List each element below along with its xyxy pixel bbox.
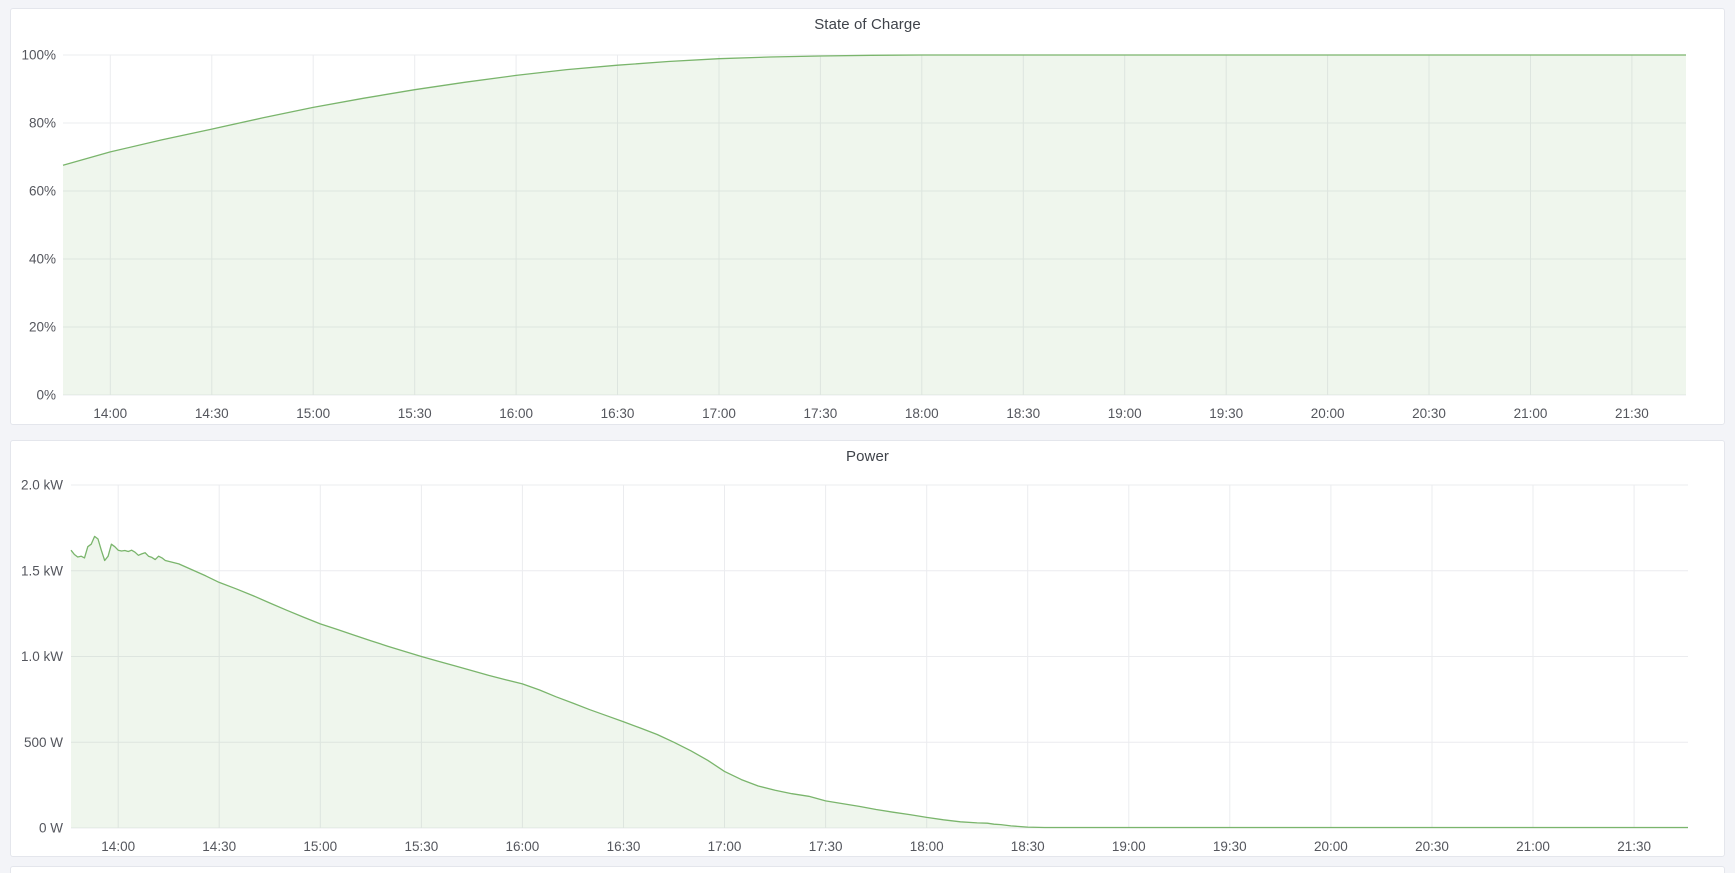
panel-title-power: Power [845, 448, 890, 465]
y-axis-tick-label: 0% [36, 388, 56, 403]
state-of-charge-chart[interactable]: 0% 20% 40% 60% 80% 100% 14:00 14:30 15:00 15:30 16… [11, 9, 1726, 426]
x-axis-tick-label: 21:00 [1516, 839, 1550, 854]
power-area [71, 536, 1688, 828]
x-axis-tick-label: 15:00 [296, 406, 330, 421]
x-axis-tick-label: 21:30 [1617, 839, 1651, 854]
x-axis-tick-label: 20:30 [1412, 406, 1446, 421]
x-axis-tick-label: 15:00 [303, 839, 337, 854]
x-axis-tick-label: 17:30 [804, 406, 838, 421]
x-axis-tick-label: 18:30 [1011, 839, 1045, 854]
x-axis-tick-label: 19:30 [1209, 406, 1243, 421]
x-axis-tick-label: 19:00 [1108, 406, 1142, 421]
state-of-charge-area [63, 55, 1686, 395]
x-axis-tick-label: 19:00 [1112, 839, 1146, 854]
panel-title-state-of-charge: State of Charge [814, 16, 921, 33]
x-axis-tick-label: 20:00 [1311, 406, 1345, 421]
x-axis-tick-label: 18:30 [1006, 406, 1040, 421]
power-svg: 0 W 500 W 1.0 kW 1.5 kW 2.0 kW 14:00 14:30 15:0… [21, 478, 1688, 854]
x-axis-tick-label: 14:00 [93, 406, 127, 421]
x-axis-tick-label: 15:30 [398, 406, 432, 421]
state-of-charge-svg: 0% 20% 40% 60% 80% 100% 14:00 14:30 15:00 15:30 16… [21, 48, 1686, 421]
y-axis-tick-label: 40% [29, 252, 56, 267]
x-axis-tick-label: 19:30 [1213, 839, 1247, 854]
y-axis-tick-label: 2.0 kW [21, 478, 63, 493]
x-axis-tick-label: 14:00 [101, 839, 135, 854]
y-axis-tick-label: 500 W [24, 735, 63, 750]
panel-state-of-charge: State of Charge 0% 20% 40% 60% 80% 100% 14:00 1… [10, 8, 1725, 425]
x-axis-tick-label: 21:30 [1615, 406, 1649, 421]
y-axis-tick-label: 1.0 kW [21, 649, 63, 664]
x-axis-tick-label: 18:00 [905, 406, 939, 421]
x-axis-tick-label: 17:00 [708, 839, 742, 854]
power-line [70, 535, 1688, 829]
x-axis-tick-label: 17:30 [809, 839, 843, 854]
x-axis-tick-label: 20:00 [1314, 839, 1348, 854]
power-chart[interactable]: 0 W 500 W 1.0 kW 1.5 kW 2.0 kW 14:00 14:30 15:0… [11, 441, 1726, 858]
x-axis-tick-label: 20:30 [1415, 839, 1449, 854]
y-axis-tick-label: 1.5 kW [21, 563, 63, 578]
x-axis-tick-label: 16:30 [601, 406, 635, 421]
panel-power: Power 0 W 500 W 1.0 kW 1.5 kW 2.0 kW 14:00 14:… [10, 440, 1725, 857]
y-axis-tick-label: 100% [21, 48, 56, 63]
x-axis-tick-label: 15:30 [405, 839, 439, 854]
y-axis-tick-label: 80% [29, 116, 56, 131]
x-axis-tick-label: 16:00 [506, 839, 540, 854]
x-axis-tick-label: 21:00 [1514, 406, 1548, 421]
x-axis-tick-label: 14:30 [202, 839, 236, 854]
y-axis-tick-label: 0 W [39, 821, 63, 836]
next-panel-top-edge [10, 866, 1725, 873]
x-axis-tick-label: 14:30 [195, 406, 229, 421]
y-axis-tick-label: 60% [29, 184, 56, 199]
x-axis-tick-label: 16:30 [607, 839, 641, 854]
x-axis-tick-label: 18:00 [910, 839, 944, 854]
y-axis-tick-label: 20% [29, 320, 56, 335]
x-axis-tick-label: 16:00 [499, 406, 533, 421]
state-of-charge-line [62, 54, 1686, 166]
x-axis-tick-label: 17:00 [702, 406, 736, 421]
